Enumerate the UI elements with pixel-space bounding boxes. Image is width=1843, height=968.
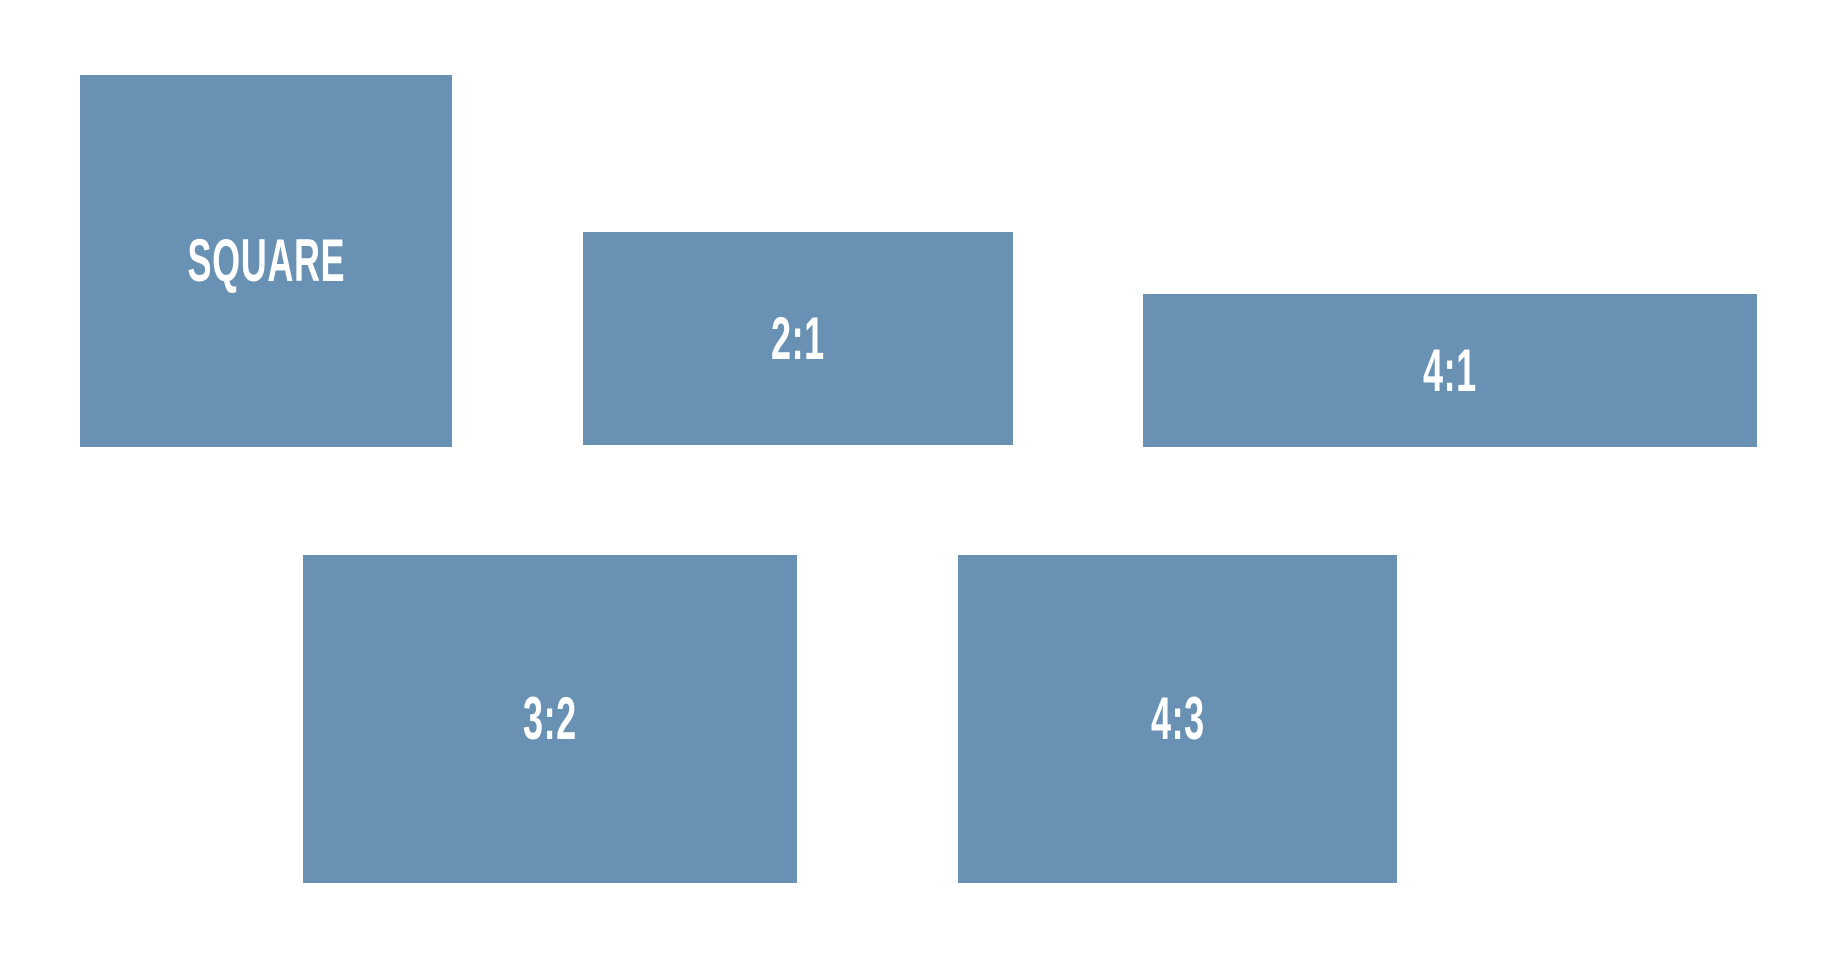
aspect-label-4-3: 4:3	[1150, 685, 1205, 752]
aspect-label-square: SQUARE	[187, 227, 345, 294]
aspect-box-2-1: 2:1	[583, 232, 1013, 445]
aspect-box-square: SQUARE	[80, 75, 452, 447]
aspect-box-4-3: 4:3	[958, 555, 1397, 883]
aspect-box-4-1: 4:1	[1143, 294, 1757, 447]
aspect-box-3-2: 3:2	[303, 555, 797, 883]
aspect-label-2-1: 2:1	[771, 304, 825, 372]
aspect-label-3-2: 3:2	[523, 685, 577, 752]
aspect-label-4-1: 4:1	[1423, 336, 1477, 404]
